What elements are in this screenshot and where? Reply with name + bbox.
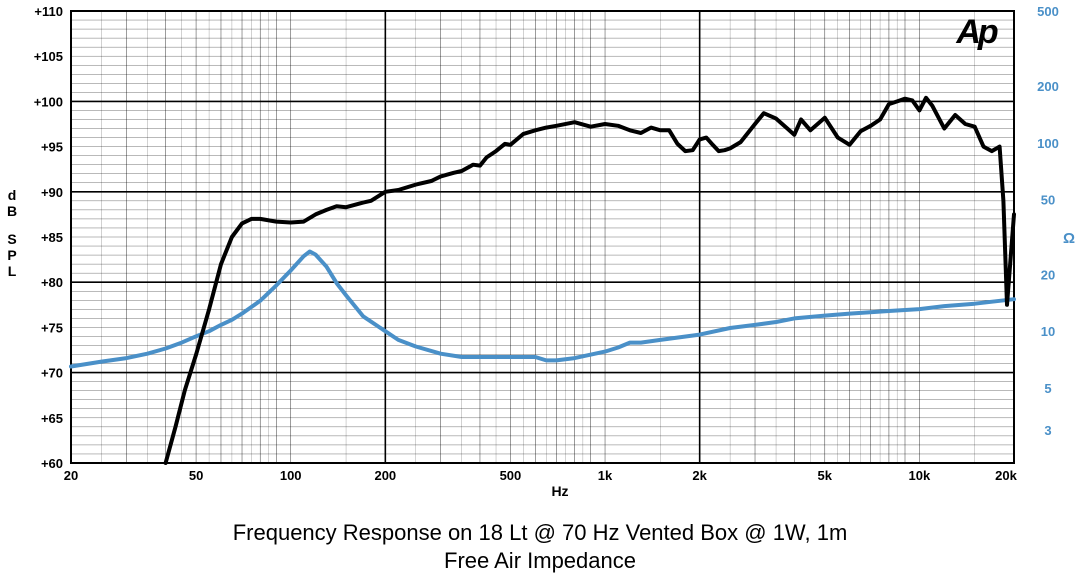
y-tick-label: +85	[41, 230, 63, 245]
x-tick-label: 200	[374, 468, 396, 483]
impedance-series-line	[69, 249, 1016, 369]
x-tick-label: 500	[500, 468, 522, 483]
y-right-tick-label: 20	[1041, 268, 1055, 283]
spl-series-line	[163, 95, 1016, 465]
y-axis-label-letter: P	[7, 247, 16, 263]
y-tick-label: +105	[34, 49, 63, 64]
x-axis-label: Hz	[551, 483, 568, 499]
x-axis-ticks: 20 50 100 200 500 1k 2k 5k 10k 20k	[64, 468, 1018, 483]
y-right-tick-label: 3	[1044, 423, 1051, 438]
x-tick-label: 5k	[818, 468, 833, 483]
y-tick-label: +90	[41, 185, 63, 200]
y-tick-label: +70	[41, 366, 63, 381]
y-tick-label: +65	[41, 411, 63, 426]
y-axis-label-letter: B	[7, 203, 17, 219]
y-right-tick-label: 500	[1037, 4, 1059, 19]
right-axis-label: Ω	[1063, 230, 1075, 247]
svg-text:Ap: Ap	[955, 13, 998, 51]
y-right-tick-label: 200	[1037, 79, 1059, 94]
left-axis-ticks: +60 +65 +70 +75 +80 +85 +90 +95 +100 +105 +110	[34, 4, 63, 471]
x-tick-label: 1k	[598, 468, 613, 483]
ap-logo: Ap	[955, 13, 1001, 51]
minor-grid	[70, 10, 1015, 464]
x-tick-label: 10k	[909, 468, 931, 483]
y-right-tick-label: 100	[1037, 136, 1059, 151]
chart-subtitle: Free Air Impedance	[444, 548, 636, 573]
chart-title: Frequency Response on 18 Lt @ 70 Hz Vent…	[232, 520, 848, 545]
x-tick-label: 50	[189, 468, 203, 483]
x-tick-label: 2k	[692, 468, 707, 483]
series-layer	[69, 95, 1016, 465]
y-right-tick-label: 50	[1041, 192, 1055, 207]
y-axis-label-letter: L	[8, 263, 17, 279]
major-grid	[71, 11, 1014, 463]
x-tick-label: 100	[280, 468, 302, 483]
right-axis-ticks: 3 5 10 20 50 100 200 500	[1037, 4, 1059, 438]
y-right-tick-label: 5	[1044, 381, 1051, 396]
frequency-response-chart: +60 +65 +70 +75 +80 +85 +90 +95 +100 +105 +110 3 5 1…	[7, 4, 1075, 499]
y-axis-label-letter: d	[8, 187, 17, 203]
x-tick-label: 20	[64, 468, 78, 483]
y-tick-label: +80	[41, 275, 63, 290]
y-tick-label: +110	[34, 4, 63, 19]
y-tick-label: +100	[34, 94, 63, 109]
y-tick-label: +60	[41, 456, 63, 471]
y-right-tick-label: 10	[1041, 324, 1055, 339]
y-axis-label-letter: S	[7, 231, 16, 247]
y-tick-label: +75	[41, 320, 63, 335]
y-tick-label: +95	[41, 140, 63, 155]
x-tick-label: 20k	[995, 468, 1017, 483]
